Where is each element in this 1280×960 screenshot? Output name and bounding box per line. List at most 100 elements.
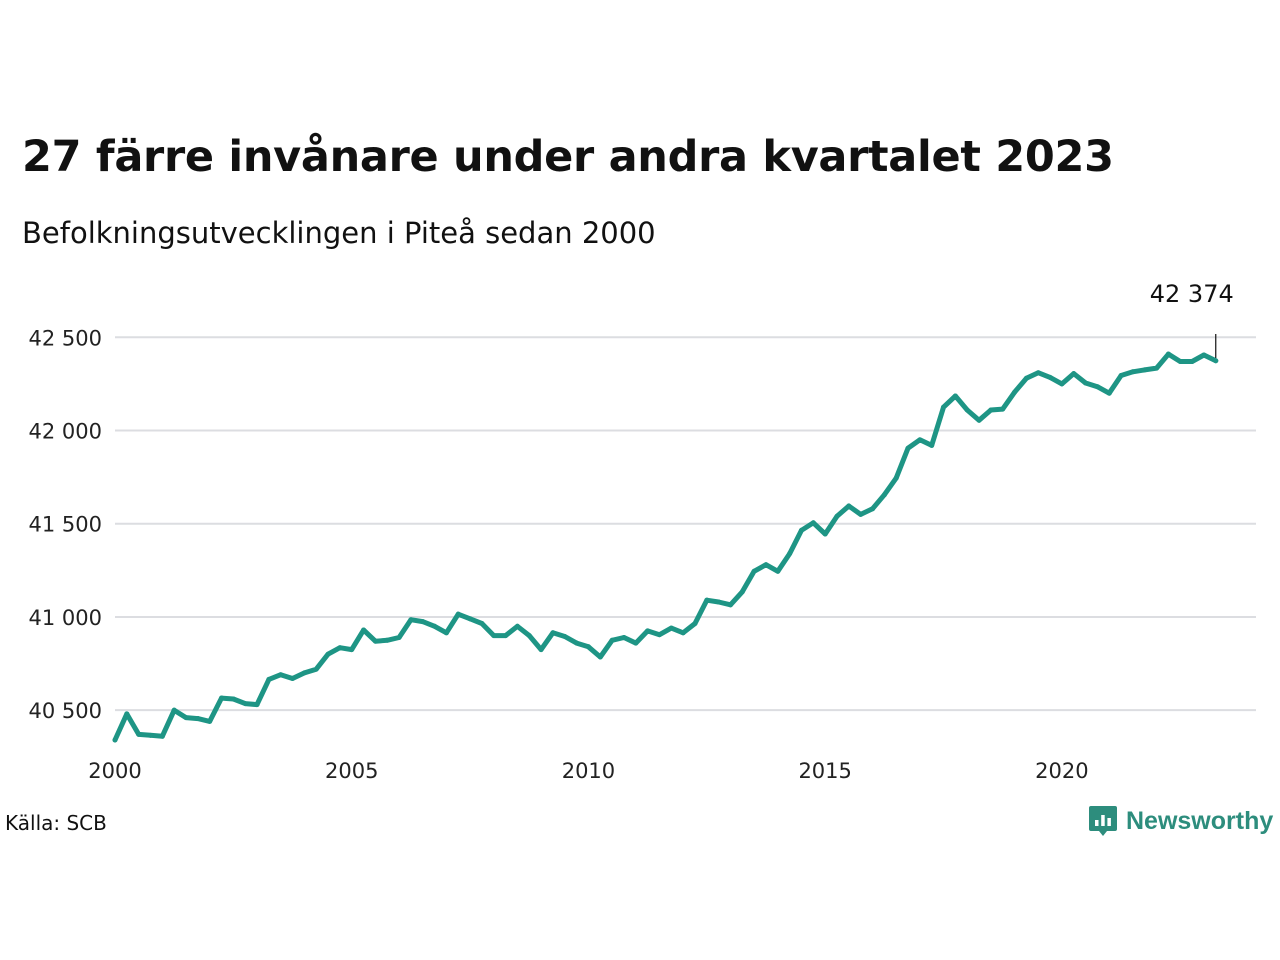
data-point-57 bbox=[787, 551, 793, 557]
data-point-20 bbox=[349, 647, 355, 653]
data-point-69 bbox=[929, 442, 935, 448]
data-point-19 bbox=[337, 645, 343, 651]
data-point-58 bbox=[798, 527, 804, 533]
data-point-70 bbox=[941, 404, 947, 410]
brand-name: Newsworthy bbox=[1126, 806, 1274, 835]
data-point-63 bbox=[858, 511, 864, 517]
data-point-89 bbox=[1165, 351, 1171, 357]
data-point-92 bbox=[1201, 352, 1207, 358]
newsworthy-logo-icon bbox=[1089, 806, 1117, 836]
x-tick-label-1: 2005 bbox=[325, 759, 378, 783]
data-point-22 bbox=[372, 638, 378, 644]
data-point-33 bbox=[503, 633, 509, 639]
data-point-44 bbox=[633, 640, 639, 646]
data-point-38 bbox=[562, 634, 568, 640]
data-point-45 bbox=[645, 628, 651, 634]
x-tick-label-2: 2010 bbox=[562, 759, 615, 783]
data-point-3 bbox=[148, 732, 154, 738]
data-point-43 bbox=[621, 634, 627, 640]
data-point-37 bbox=[550, 630, 556, 636]
data-point-0 bbox=[112, 737, 118, 743]
data-point-9 bbox=[219, 695, 225, 701]
data-point-49 bbox=[692, 620, 698, 626]
data-point-17 bbox=[313, 666, 319, 672]
y-tick-label-3: 42 000 bbox=[29, 420, 102, 444]
data-point-85 bbox=[1118, 373, 1124, 379]
data-point-87 bbox=[1142, 367, 1148, 373]
data-point-42 bbox=[609, 637, 615, 643]
data-point-40 bbox=[585, 644, 591, 650]
data-point-41 bbox=[597, 654, 603, 660]
data-point-61 bbox=[834, 513, 840, 519]
x-tick-label-0: 2000 bbox=[88, 759, 141, 783]
data-point-10 bbox=[230, 696, 236, 702]
grid-lines bbox=[115, 336, 1256, 712]
data-point-77 bbox=[1023, 375, 1029, 381]
data-point-5 bbox=[171, 707, 177, 713]
data-point-13 bbox=[266, 676, 272, 682]
chart-title: 27 färre invånare under andra kvartalet … bbox=[22, 132, 1114, 182]
data-point-14 bbox=[278, 672, 284, 678]
data-point-74 bbox=[988, 407, 994, 413]
data-point-6 bbox=[183, 715, 189, 721]
data-point-86 bbox=[1130, 369, 1136, 375]
data-point-34 bbox=[514, 623, 520, 629]
data-point-91 bbox=[1189, 359, 1195, 365]
data-point-32 bbox=[491, 633, 497, 639]
data-point-7 bbox=[195, 716, 201, 722]
data-point-2 bbox=[136, 731, 142, 737]
data-point-29 bbox=[455, 611, 461, 617]
data-point-51 bbox=[716, 599, 722, 605]
x-axis-labels: 2000 2005 2010 2015 2020 bbox=[88, 759, 1088, 783]
data-point-23 bbox=[384, 637, 390, 643]
data-points bbox=[112, 351, 1219, 743]
chart-subtitle: Befolkningsutvecklingen i Piteå sedan 20… bbox=[22, 216, 656, 250]
data-point-12 bbox=[254, 702, 260, 708]
data-point-75 bbox=[1000, 406, 1006, 412]
data-point-24 bbox=[396, 634, 402, 640]
data-point-68 bbox=[917, 437, 923, 443]
x-tick-label-3: 2015 bbox=[798, 759, 851, 783]
data-point-78 bbox=[1035, 370, 1041, 376]
data-point-1 bbox=[124, 711, 130, 717]
data-point-73 bbox=[976, 417, 982, 423]
data-point-64 bbox=[870, 506, 876, 512]
y-tick-label-4: 42 500 bbox=[29, 326, 102, 350]
data-point-59 bbox=[810, 520, 816, 526]
data-point-35 bbox=[526, 633, 532, 639]
data-point-55 bbox=[763, 562, 769, 568]
data-point-84 bbox=[1106, 390, 1112, 396]
data-point-8 bbox=[207, 718, 213, 724]
data-point-26 bbox=[420, 619, 426, 625]
end-annotation-label: 42 374 bbox=[1150, 280, 1234, 308]
y-axis-labels: 40 500 41 000 41 500 42 000 42 500 bbox=[29, 326, 102, 723]
data-point-50 bbox=[704, 597, 710, 603]
data-point-54 bbox=[751, 568, 757, 574]
data-point-28 bbox=[443, 630, 449, 636]
data-point-79 bbox=[1047, 374, 1053, 380]
data-point-36 bbox=[538, 647, 544, 653]
data-point-90 bbox=[1177, 359, 1183, 365]
data-point-39 bbox=[574, 640, 580, 646]
data-point-4 bbox=[159, 733, 165, 739]
data-point-66 bbox=[893, 475, 899, 481]
data-point-65 bbox=[881, 492, 887, 498]
data-point-25 bbox=[408, 617, 414, 623]
data-point-46 bbox=[656, 632, 662, 638]
data-point-88 bbox=[1154, 365, 1160, 371]
population-line bbox=[112, 351, 1219, 743]
data-point-83 bbox=[1094, 384, 1100, 390]
data-point-60 bbox=[822, 531, 828, 537]
data-point-30 bbox=[467, 616, 473, 622]
data-point-52 bbox=[727, 602, 733, 608]
data-point-47 bbox=[668, 625, 674, 631]
data-point-27 bbox=[432, 623, 438, 629]
data-point-18 bbox=[325, 651, 331, 657]
brand-logo: Newsworthy bbox=[1088, 804, 1273, 838]
data-point-71 bbox=[952, 393, 958, 399]
data-point-80 bbox=[1059, 381, 1065, 387]
data-point-67 bbox=[905, 445, 911, 451]
data-point-76 bbox=[1012, 389, 1018, 395]
data-point-11 bbox=[242, 701, 248, 707]
